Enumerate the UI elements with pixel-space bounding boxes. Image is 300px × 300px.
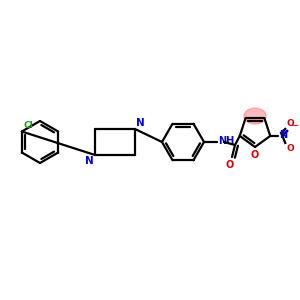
Ellipse shape [244, 108, 266, 124]
Text: NH: NH [218, 136, 234, 146]
Text: N: N [85, 156, 94, 166]
Text: −: − [291, 121, 299, 131]
Text: O: O [226, 160, 234, 170]
Text: +: + [279, 129, 285, 135]
Text: Cl: Cl [24, 121, 34, 130]
Text: O: O [251, 150, 259, 160]
Text: O: O [286, 144, 294, 153]
Text: N: N [136, 118, 145, 128]
Text: O: O [286, 119, 294, 128]
Text: N: N [279, 130, 287, 140]
